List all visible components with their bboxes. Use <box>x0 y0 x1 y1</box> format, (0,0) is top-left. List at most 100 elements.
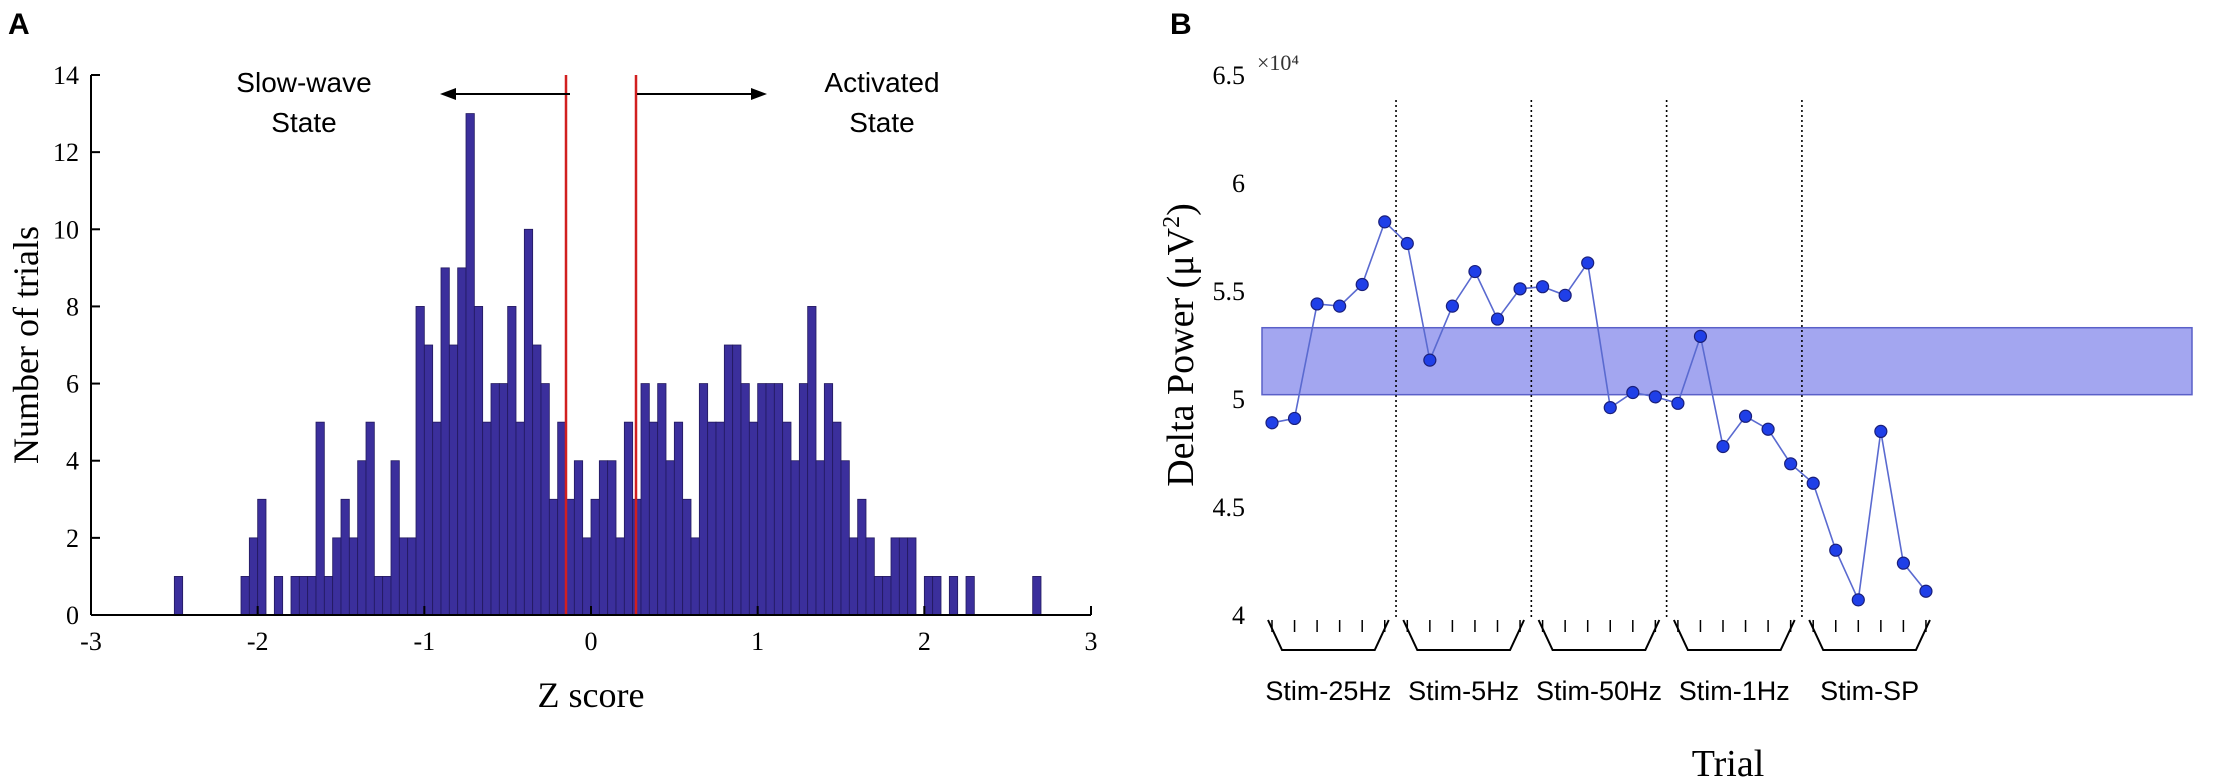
y-tick-label: 6 <box>66 370 79 399</box>
histogram-bar <box>340 498 350 616</box>
y-axis-label: Delta Power (μV2) <box>1159 203 1202 487</box>
group-bracket <box>1672 619 1796 651</box>
slow-wave-label-line2: State <box>271 107 336 138</box>
histogram-bar <box>798 383 809 616</box>
data-point <box>1626 385 1640 400</box>
y-label-exponent: 2 <box>1159 216 1185 228</box>
histogram-bar <box>948 576 959 616</box>
y-axis-label: Number of trials <box>6 226 46 464</box>
histogram-bars <box>173 113 1042 616</box>
histogram-bar <box>640 383 650 616</box>
histogram-bar <box>382 576 392 616</box>
y-label-close: ) <box>1160 203 1202 216</box>
y-tick-label: 12 <box>53 138 79 167</box>
x-tick-label: -1 <box>413 627 435 656</box>
histogram-bar <box>240 576 250 616</box>
data-point <box>1784 457 1798 471</box>
histogram-bar <box>457 267 467 616</box>
histogram-bar <box>273 576 284 616</box>
histogram-bar <box>440 267 450 616</box>
histogram-bar <box>323 576 334 616</box>
y-ticks: 4 4.5 5 5.5 6 6.5 <box>1213 61 1246 630</box>
histogram-bar <box>548 498 559 616</box>
x-axis-label: Z score <box>538 675 645 715</box>
histogram-bar <box>490 383 500 616</box>
data-point <box>1445 299 1460 313</box>
data-point <box>1829 543 1843 557</box>
activated-label-line1: Activated <box>824 67 939 98</box>
group-bracket <box>1808 619 1931 651</box>
histogram-bar <box>173 576 184 616</box>
histogram-bar <box>715 421 725 616</box>
histogram-bar <box>740 383 750 616</box>
data-point <box>1400 236 1414 251</box>
histogram-bar <box>498 383 509 616</box>
histogram-bar <box>840 460 850 616</box>
y-tick-label: 4.5 <box>1213 493 1246 522</box>
y-tick-label: 10 <box>53 215 79 244</box>
y-tick-label: 5 <box>1232 385 1245 414</box>
histogram-bar <box>898 537 909 616</box>
data-point <box>1738 409 1753 423</box>
y-label-unit: μV <box>1160 227 1202 275</box>
data-point <box>1693 329 1708 343</box>
y-tick-label: 6.5 <box>1213 61 1246 90</box>
histogram-bar <box>707 421 717 616</box>
histogram-bar <box>882 576 892 616</box>
histogram-bar <box>965 576 975 616</box>
histogram-bar <box>257 498 267 616</box>
data-point <box>1761 422 1775 436</box>
data-point <box>1671 396 1685 410</box>
slow-wave-arrow <box>440 88 570 100</box>
histogram-bar <box>607 460 617 616</box>
data-point <box>1355 277 1369 292</box>
data-point <box>1919 584 1933 598</box>
histogram-bar <box>290 576 300 616</box>
data-point <box>1603 401 1617 415</box>
y-label-main: Delta Power ( <box>1160 276 1202 487</box>
histogram-bar <box>723 344 734 616</box>
data-point <box>1265 416 1279 430</box>
data-point <box>1581 256 1595 270</box>
histogram-bar <box>248 537 259 616</box>
histogram-bar <box>732 344 742 616</box>
group-bracket <box>1537 619 1661 651</box>
histogram-bar <box>432 421 442 616</box>
data-point <box>1513 282 1527 296</box>
histogram-bar <box>857 498 867 616</box>
histogram-bar <box>873 576 884 616</box>
histogram-bar <box>648 421 659 616</box>
histogram-bar <box>532 344 542 616</box>
data-point <box>1558 288 1572 302</box>
histogram-bar <box>773 383 784 616</box>
histogram-bar <box>807 306 817 616</box>
histogram-bar <box>582 537 592 616</box>
x-ticks: -3 -2 -1 0 1 2 3 <box>80 606 1098 656</box>
histogram-bar <box>357 460 367 616</box>
histogram-bar <box>1032 576 1042 616</box>
data-point <box>1310 297 1324 311</box>
histogram-bar <box>665 460 675 616</box>
data-point <box>1378 215 1392 229</box>
data-point <box>1333 299 1347 313</box>
histogram-bar <box>332 537 342 616</box>
histogram-bar <box>407 537 417 616</box>
histogram-bar <box>782 421 792 616</box>
x-tick-label: -3 <box>80 627 102 656</box>
y-tick-label: 4 <box>1232 601 1245 630</box>
x-tick-label: 0 <box>585 627 598 656</box>
histogram-bar <box>690 537 700 616</box>
histogram-bar <box>540 383 550 616</box>
reference-band-rect <box>1261 326 2193 396</box>
panel-b-line-chart: B 4 4.5 5 5.5 6 6.5 Stim-25Hz Stim-5Hz Stim-50H… <box>1159 8 2193 784</box>
histogram-bar <box>623 421 634 616</box>
y-scale-exponent: ×10⁴ <box>1257 50 1299 75</box>
histogram-bar <box>465 113 475 616</box>
histogram-bar <box>315 421 325 616</box>
histogram-bar <box>365 421 375 616</box>
histogram-bar <box>682 498 692 616</box>
histogram-bar <box>932 576 942 616</box>
y-ticks: 0 2 4 6 8 10 12 14 <box>53 61 100 630</box>
